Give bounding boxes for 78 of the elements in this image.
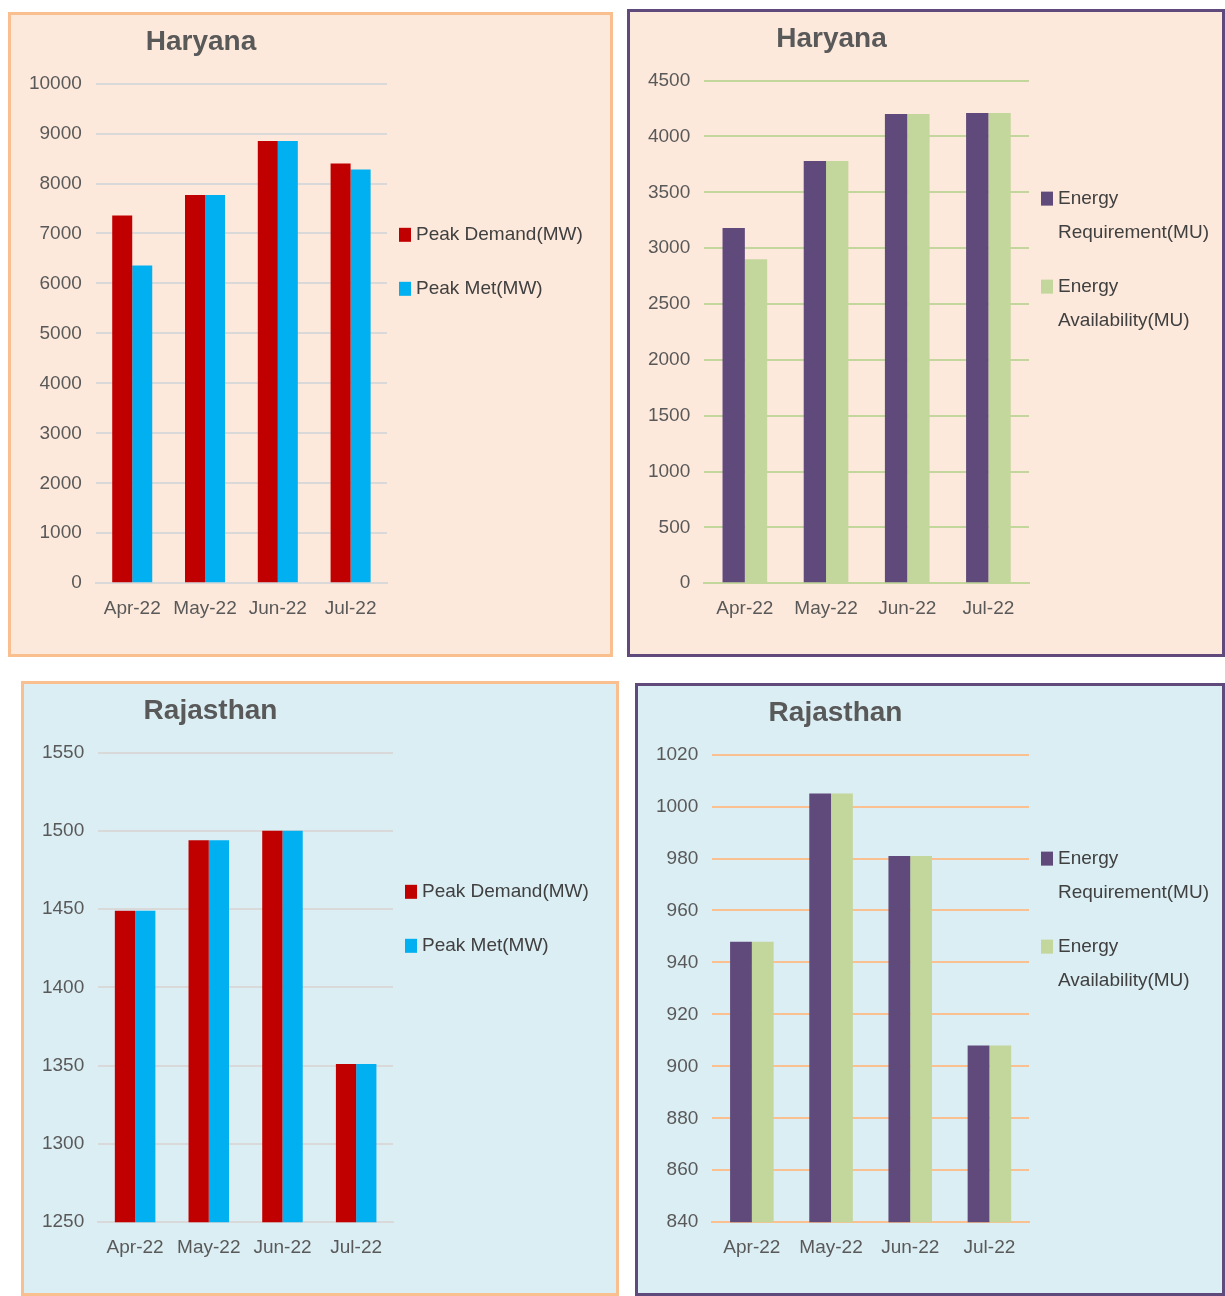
y-tick-label: 3000	[647, 236, 691, 258]
y-tick-label: 8000	[39, 171, 82, 193]
y-tick-label: 10000	[28, 71, 82, 93]
y-tick-label: 4500	[647, 68, 691, 90]
y-tick-label: 860	[666, 1158, 699, 1180]
x-tick-label: May-22	[794, 596, 858, 618]
y-tick-label: 6000	[39, 271, 82, 293]
legend-label: Peak Demand(MW)	[422, 878, 589, 903]
x-tick-label: Jul-22	[962, 596, 1015, 618]
bar	[884, 114, 908, 583]
y-tick-label: 980	[666, 846, 699, 868]
y-tick-label: 900	[666, 1054, 699, 1076]
y-tick-label: 1020	[655, 742, 699, 764]
y-tick-label: 1500	[647, 403, 691, 425]
y-tick-label: 0	[71, 571, 82, 593]
bar	[966, 112, 989, 583]
chart-title: Haryana	[145, 24, 257, 56]
bar	[257, 141, 278, 583]
y-tick-label: 1000	[39, 521, 82, 543]
y-tick-label: 1500	[41, 819, 85, 841]
y-tick-label: 1350	[41, 1053, 85, 1075]
x-tick-label: Jun-22	[878, 596, 937, 618]
x-tick-label: May-22	[177, 1235, 241, 1257]
y-tick-label: 920	[666, 1002, 699, 1024]
y-tick-label: 1450	[41, 897, 85, 919]
bar	[803, 161, 827, 583]
bar	[277, 141, 298, 583]
x-tick-label: Apr-22	[103, 596, 161, 618]
legend-label: Energy Requirement(MU)	[1058, 185, 1210, 244]
y-tick-label: 960	[666, 898, 699, 920]
y-tick-label: 1550	[41, 740, 85, 762]
y-tick-label: 1250	[41, 1210, 85, 1232]
x-tick-label: Jul-22	[330, 1235, 383, 1257]
x-tick-label: Apr-22	[106, 1235, 164, 1257]
y-tick-label: 2000	[647, 348, 691, 370]
y-tick-label: 1400	[41, 975, 85, 997]
chart-title: Haryana	[776, 21, 888, 53]
bar	[350, 169, 371, 583]
y-tick-label: 0	[679, 571, 691, 593]
y-tick-label: 1000	[647, 459, 691, 481]
x-tick-label: May-22	[173, 596, 237, 618]
y-tick-label: 940	[666, 950, 699, 972]
x-tick-label: Jul-22	[324, 596, 377, 618]
y-tick-label: 5000	[39, 321, 82, 343]
bar	[722, 228, 745, 583]
y-tick-label: 2000	[39, 471, 82, 493]
y-tick-label: 9000	[39, 121, 82, 143]
y-tick-label: 840	[666, 1210, 699, 1232]
y-tick-label: 500	[658, 515, 691, 537]
legend-label: Energy Requirement(MU)	[1058, 845, 1210, 904]
y-tick-label: 2500	[647, 292, 691, 314]
x-tick-label: Apr-22	[716, 596, 774, 618]
y-tick-label: 1000	[655, 794, 699, 816]
x-tick-label: Jun-22	[248, 596, 307, 618]
x-tick-label: Jul-22	[963, 1235, 1016, 1257]
y-tick-label: 7000	[39, 221, 82, 243]
x-tick-label: Jun-22	[253, 1235, 312, 1257]
bar	[112, 215, 133, 583]
legend-label: Peak Demand(MW)	[416, 221, 583, 246]
y-tick-label: 1300	[41, 1132, 85, 1154]
legend-label: Energy Availability(MU)	[1058, 933, 1191, 992]
bar	[132, 265, 153, 583]
x-tick-label: Jun-22	[881, 1235, 940, 1257]
y-tick-label: 3500	[647, 180, 691, 202]
y-tick-label: 3000	[39, 421, 82, 443]
y-tick-label: 880	[666, 1106, 699, 1128]
chart-title: Rajasthan	[768, 695, 903, 727]
chart-title: Rajasthan	[143, 693, 278, 725]
y-tick-label: 4000	[39, 371, 82, 393]
y-tick-label: 4000	[647, 124, 691, 146]
x-tick-label: May-22	[799, 1235, 863, 1257]
legend-label: Peak Met(MW)	[422, 932, 549, 957]
x-tick-label: Apr-22	[723, 1235, 781, 1257]
legend-label: Energy Availability(MU)	[1058, 273, 1191, 332]
bar	[205, 195, 226, 583]
bar	[330, 163, 351, 583]
bar	[185, 195, 206, 583]
legend-label: Peak Met(MW)	[416, 275, 543, 300]
